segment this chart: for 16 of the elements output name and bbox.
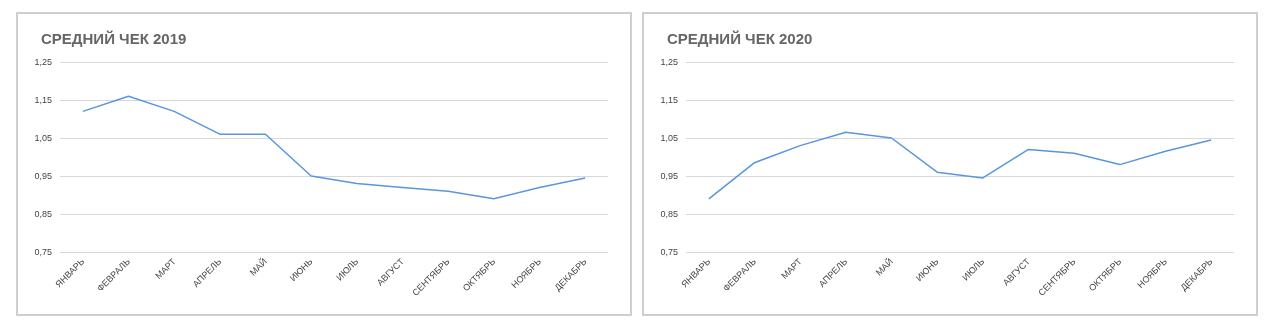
y-tick-label: 1,15 (34, 95, 52, 105)
y-tick-label: 1,05 (34, 133, 52, 143)
y-tick-label: 0,85 (660, 209, 678, 219)
y-tick-label: 1,15 (660, 95, 678, 105)
y-tick-label: 1,25 (660, 57, 678, 67)
line-series (82, 95, 586, 200)
y-tick-label: 0,85 (34, 209, 52, 219)
y-tick-label: 0,75 (660, 247, 678, 257)
y-tick-label: 1,05 (660, 133, 678, 143)
y-tick-label: 0,95 (34, 171, 52, 181)
chart-title: СРЕДНИЙ ЧЕК 2020 (667, 30, 813, 47)
chart-title: СРЕДНИЙ ЧЕК 2019 (41, 30, 187, 47)
y-tick-label: 0,95 (660, 171, 678, 181)
y-tick-label: 1,25 (34, 57, 52, 67)
line-series (708, 131, 1212, 200)
y-tick-label: 0,75 (34, 247, 52, 257)
